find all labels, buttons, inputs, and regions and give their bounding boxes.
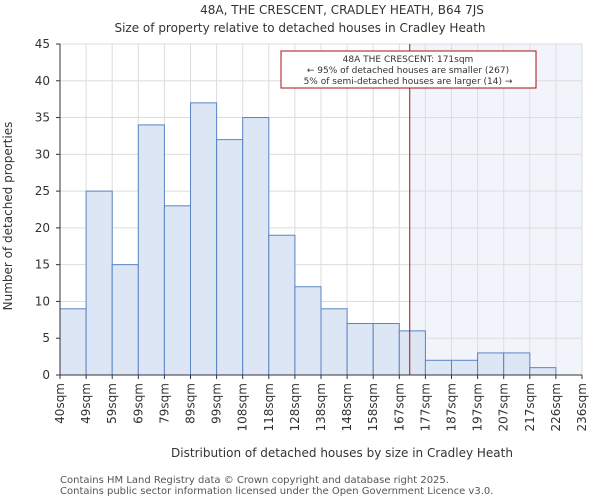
footer-line-1: Contains HM Land Registry data © Crown c… [60,475,449,486]
x-tick-label: 49sqm [79,383,93,424]
chart-title: 48A, THE CRESCENT, CRADLEY HEATH, B64 7J… [200,3,484,17]
footer-line-2: Contains public sector information licen… [60,486,493,497]
y-tick-label: 0 [42,368,50,382]
bar-167sqm [398,330,426,376]
highlight-region [409,44,582,375]
bar-49sqm [85,190,113,376]
bar-187sqm [451,359,479,376]
x-tick-label: 108sqm [236,383,250,431]
bar-40sqm [59,308,87,376]
annotation-box [280,50,537,89]
y-tick-label: 5 [42,331,50,345]
x-tick-label: 148sqm [340,383,354,431]
x-tick-label: 158sqm [366,383,380,431]
bar-99sqm [216,139,244,376]
bar-217sqm [529,367,557,376]
x-tick-label: 207sqm [497,383,511,431]
y-tick-label: 25 [35,184,50,198]
x-tick-label: 79sqm [157,383,171,424]
bar-108sqm [242,117,270,376]
y-tick-label: 10 [35,294,50,308]
x-tick-label: 138sqm [314,383,328,431]
x-tick-label: 167sqm [392,383,406,431]
bar-148sqm [346,323,374,376]
x-tick-label: 89sqm [184,383,198,424]
y-tick-label: 15 [35,258,50,272]
bar-118sqm [268,234,296,376]
bar-197sqm [477,352,505,376]
x-axis-label: Distribution of detached houses by size … [171,446,513,460]
y-tick-label: 20 [35,221,50,235]
bar-158sqm [372,323,400,376]
bar-177sqm [424,359,452,376]
bar-79sqm [163,205,191,376]
y-tick-label: 30 [35,147,50,161]
x-tick-label: 187sqm [445,383,459,431]
annotation-line-1: 48A THE CRESCENT: 171sqm [343,55,474,65]
bar-59sqm [111,264,139,376]
bar-207sqm [503,352,531,376]
y-tick-label: 40 [35,74,50,88]
x-tick-label: 118sqm [262,383,276,431]
x-tick-label: 69sqm [131,383,145,424]
x-tick-label: 59sqm [105,383,119,424]
bar-69sqm [137,124,165,376]
bar-138sqm [320,308,348,376]
chart-subtitle: Size of property relative to detached ho… [114,21,485,35]
x-tick-label: 40sqm [53,383,67,424]
x-tick-label: 217sqm [523,383,537,431]
annotation-line-2: ← 95% of detached houses are smaller (26… [307,66,509,76]
bar-89sqm [190,102,218,376]
x-tick-label: 236sqm [575,383,589,431]
y-tick-label: 35 [35,111,50,125]
x-tick-label: 177sqm [418,383,432,431]
x-tick-label: 99sqm [210,383,224,424]
y-axis-label: Number of detached properties [1,122,15,311]
annotation-line-3: 5% of semi-detached houses are larger (1… [304,77,513,87]
y-tick-label: 45 [35,37,50,51]
x-tick-label: 226sqm [549,383,563,431]
x-tick-label: 128sqm [288,383,302,431]
bar-128sqm [294,286,322,376]
x-tick-label: 197sqm [471,383,485,431]
